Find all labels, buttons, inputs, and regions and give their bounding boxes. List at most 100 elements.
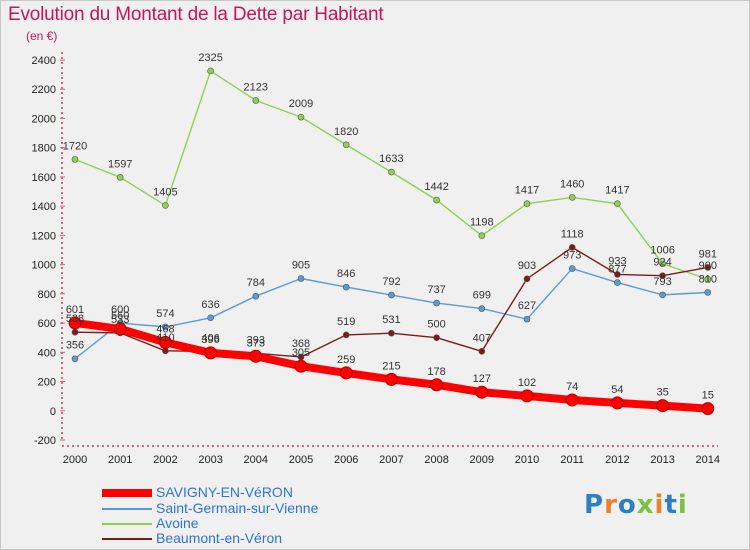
data-point-avoine [162, 202, 169, 209]
data-point-beaumont-en-veron [568, 244, 576, 251]
data-point-beaumont-en-veron [433, 334, 440, 341]
y-tick-label: 1200 [32, 230, 56, 242]
data-label-beaumont-en-veron: 538 [66, 313, 84, 325]
x-tick-label: 2008 [424, 454, 448, 466]
x-tick-label: 2005 [289, 454, 313, 466]
legend-label: SAVIGNY-EN-VéRON [156, 484, 293, 500]
data-point-savigny-en-veron [475, 385, 489, 399]
y-tick-label: 2400 [32, 55, 56, 67]
data-point-saint-germain-sur-vienne [523, 315, 531, 323]
data-point-avoine [116, 174, 124, 181]
x-tick-label: 2010 [515, 454, 539, 466]
data-label-saint-germain-sur-vienne: 846 [337, 268, 355, 280]
data-label-savigny-en-veron: 396 [201, 334, 219, 346]
data-label-avoine: 1198 [470, 217, 494, 229]
x-tick-label: 2014 [696, 454, 720, 466]
y-tick-label: 1000 [32, 260, 56, 272]
x-tick-label: 2004 [244, 454, 268, 466]
data-label-avoine: 1405 [153, 186, 177, 198]
chart-title: Evolution du Montant de la Dette par Hab… [8, 4, 384, 25]
legend-label: Beaumont-en-Véron [156, 530, 283, 546]
data-point-beaumont-en-veron [704, 264, 712, 271]
data-point-avoine [297, 113, 305, 121]
x-tick-label: 2001 [108, 454, 132, 466]
data-point-saint-germain-sur-vienne [704, 289, 712, 296]
data-point-avoine [659, 260, 666, 268]
y-tick-label: 0 [50, 406, 56, 418]
data-label-avoine: 1820 [334, 126, 358, 138]
data-point-avoine [388, 168, 395, 176]
data-point-savigny-en-veron [204, 346, 218, 360]
data-point-beaumont-en-veron [71, 328, 79, 336]
data-label-saint-germain-sur-vienne: 600 [111, 304, 129, 316]
logo-letter: r [604, 490, 618, 520]
data-label-saint-germain-sur-vienne: 737 [427, 284, 445, 296]
data-label-beaumont-en-veron: 368 [292, 338, 310, 350]
y-tick-label: 1400 [32, 201, 56, 213]
x-tick-label: 2011 [560, 454, 584, 466]
x-tick-label: 2007 [379, 454, 403, 466]
data-label-avoine: 900 [699, 260, 717, 272]
legend-swatch [102, 522, 152, 525]
data-point-beaumont-en-veron [342, 331, 350, 339]
data-point-savigny-en-veron [113, 322, 127, 336]
data-point-savigny-en-veron [656, 399, 670, 413]
data-label-savigny-en-veron: 74 [566, 381, 578, 393]
y-tick-label: 600 [38, 318, 56, 330]
data-label-avoine: 2123 [244, 81, 268, 93]
data-label-beaumont-en-veron: 393 [247, 334, 265, 346]
data-point-saint-germain-sur-vienne [433, 299, 440, 307]
data-point-savigny-en-veron [701, 402, 715, 416]
data-point-savigny-en-veron [68, 316, 82, 330]
data-label-saint-germain-sur-vienne: 636 [201, 299, 219, 311]
data-label-beaumont-en-veron: 500 [427, 319, 445, 331]
data-label-saint-germain-sur-vienne: 784 [247, 277, 265, 289]
data-label-savigny-en-veron: 560 [111, 310, 129, 322]
chart-subtitle: (en €) [26, 29, 58, 43]
logo-letter: i [654, 490, 665, 520]
data-label-savigny-en-veron: 178 [427, 366, 445, 378]
data-point-savigny-en-veron [294, 359, 308, 373]
data-label-saint-germain-sur-vienne: 793 [653, 276, 671, 288]
y-tick-label: -200 [34, 435, 56, 447]
y-tick-label: 200 [38, 377, 56, 389]
data-point-saint-germain-sur-vienne [71, 355, 79, 363]
y-tick-label: 2200 [32, 84, 56, 96]
data-label-saint-germain-sur-vienne: 356 [66, 340, 84, 352]
logo-letter: t [664, 490, 678, 520]
data-point-saint-germain-sur-vienne [162, 323, 169, 331]
data-label-savigny-en-veron: 127 [473, 373, 491, 385]
legend-swatch [102, 507, 152, 510]
legend-item: Saint-Germain-sur-Vienne [102, 501, 318, 516]
logo-letter: i [677, 490, 688, 520]
data-point-avoine [342, 141, 350, 149]
data-label-saint-germain-sur-vienne: 877 [608, 264, 626, 276]
legend-item: Avoine [102, 516, 199, 531]
x-tick-label: 2009 [470, 454, 494, 466]
data-point-savigny-en-veron [610, 396, 624, 410]
x-tick-label: 2000 [63, 454, 87, 466]
data-point-saint-germain-sur-vienne [252, 292, 260, 300]
data-point-beaumont-en-veron [523, 275, 531, 283]
data-point-saint-germain-sur-vienne [659, 291, 666, 299]
data-label-savigny-en-veron: 215 [382, 360, 400, 372]
data-label-savigny-en-veron: 259 [337, 354, 355, 366]
data-label-saint-germain-sur-vienne: 627 [518, 300, 536, 312]
data-label-saint-germain-sur-vienne: 792 [382, 276, 400, 288]
data-point-avoine [71, 156, 79, 163]
data-point-avoine [433, 196, 440, 204]
data-point-saint-germain-sur-vienne [478, 305, 486, 312]
data-label-savigny-en-veron: 15 [702, 390, 714, 402]
data-point-avoine [568, 194, 576, 201]
y-tick-label: 800 [38, 289, 56, 301]
legend-item: SAVIGNY-EN-VéRON [102, 485, 293, 500]
data-label-avoine: 2009 [289, 98, 313, 110]
data-point-avoine [614, 200, 621, 207]
data-label-beaumont-en-veron: 903 [518, 260, 536, 272]
data-point-avoine [207, 67, 214, 75]
line-chart: -200 0 200 400 600 800 1000 1200 1400 1600 1800 200… [32, 52, 721, 466]
data-label-savigny-en-veron: 305 [292, 347, 310, 359]
data-point-savigny-en-veron [520, 389, 534, 403]
legend-label: Avoine [156, 515, 199, 531]
proxiti-logo: Proxiti [584, 490, 688, 520]
